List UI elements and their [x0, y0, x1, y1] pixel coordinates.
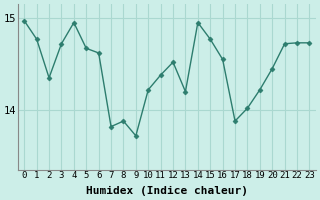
X-axis label: Humidex (Indice chaleur): Humidex (Indice chaleur): [86, 186, 248, 196]
